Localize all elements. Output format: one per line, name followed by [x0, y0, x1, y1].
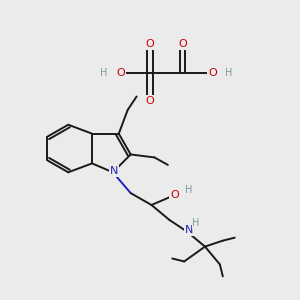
- Text: H: H: [225, 68, 232, 78]
- Text: H: H: [185, 185, 192, 195]
- Text: H: H: [192, 218, 200, 228]
- Text: N: N: [110, 166, 118, 176]
- Text: O: O: [208, 68, 217, 78]
- Text: N: N: [184, 225, 193, 235]
- Text: O: O: [170, 190, 179, 200]
- Text: O: O: [146, 96, 154, 106]
- Text: O: O: [178, 40, 187, 50]
- Text: O: O: [116, 68, 125, 78]
- Text: O: O: [146, 40, 154, 50]
- Text: H: H: [100, 68, 108, 78]
